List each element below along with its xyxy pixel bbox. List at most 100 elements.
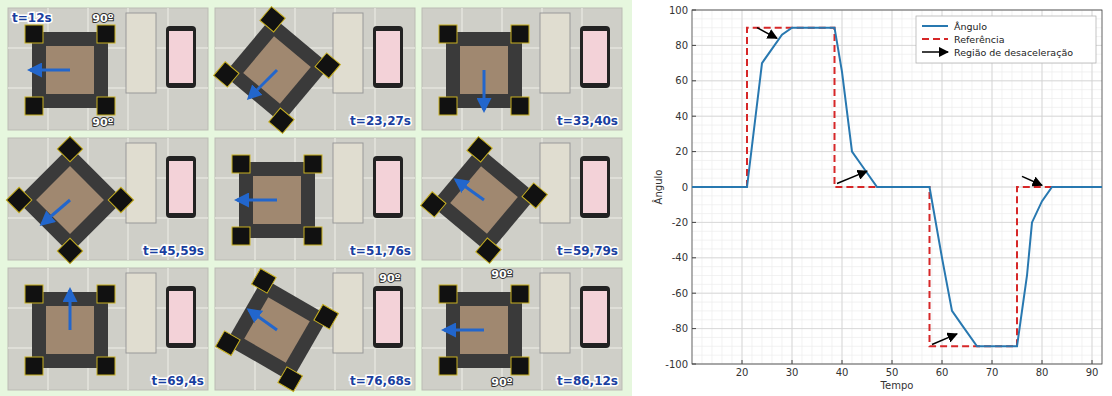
series-line	[692, 28, 1102, 347]
tick	[692, 116, 696, 117]
tick	[842, 360, 843, 364]
phone	[580, 26, 610, 88]
robot-board	[243, 36, 311, 104]
plot-frame	[692, 10, 1102, 364]
robot-wheel	[214, 62, 239, 87]
robot-wheel	[25, 357, 43, 375]
time-label: t=59,79s	[557, 244, 618, 258]
robot	[25, 285, 115, 375]
tick-label: -20	[672, 217, 688, 228]
photo-floor	[422, 8, 622, 130]
photo-floor	[8, 8, 208, 130]
minor-grid	[692, 116, 1102, 117]
phone-screen	[376, 31, 400, 83]
data-area	[692, 28, 1102, 347]
robot-wheel	[511, 285, 529, 303]
photo-floor	[8, 138, 208, 260]
photo-floor	[422, 138, 622, 260]
robot-board	[36, 166, 104, 234]
device	[126, 273, 156, 353]
y-axis-label: Ângulo	[652, 170, 664, 205]
robot-wheel	[97, 357, 115, 375]
tick-label: 30	[786, 367, 799, 378]
minor-grid	[692, 275, 1102, 276]
direction-arrow	[249, 310, 277, 330]
angle-note: 90º	[379, 272, 401, 285]
robot-wheel	[57, 136, 82, 161]
photo-floor	[215, 268, 415, 390]
phone	[166, 286, 196, 348]
phone-screen	[169, 161, 193, 213]
angle-note: 90º	[491, 268, 513, 281]
minor-grid	[692, 248, 1102, 249]
minor-grid	[692, 71, 1102, 72]
robot-board	[450, 166, 518, 234]
robot-wheel	[232, 155, 250, 173]
figure: t=12s90º90ºt=23,27st=33,40st=45,59st=51,…	[0, 0, 1112, 396]
robot-frame	[430, 146, 537, 253]
plot-background	[692, 10, 1102, 364]
device	[540, 143, 570, 223]
tick	[1042, 360, 1043, 364]
time-label: t=86,12s	[557, 374, 618, 388]
robot-wheel	[97, 285, 115, 303]
robot	[421, 137, 548, 264]
minor-grid	[692, 80, 1102, 81]
photo-panel: t=51,76s	[215, 138, 415, 260]
minor-grid	[692, 142, 1102, 143]
tick	[692, 328, 696, 329]
tick	[692, 80, 696, 81]
tick	[692, 10, 696, 11]
photo-panel: t=33,40s	[422, 8, 622, 130]
tick-label: 60	[936, 367, 949, 378]
device	[126, 13, 156, 93]
grid-line	[692, 80, 1102, 81]
time-label: t=76,68s	[350, 374, 411, 388]
minor-grid	[692, 160, 1102, 161]
robot-wheel	[25, 97, 43, 115]
tick-label: 40	[836, 367, 849, 378]
robot-wheel	[476, 238, 501, 263]
tick-label: 50	[886, 367, 899, 378]
tick-label: 90	[1086, 367, 1099, 378]
tick	[692, 45, 696, 46]
phone	[580, 286, 610, 348]
tick	[992, 360, 993, 364]
grid-line	[692, 293, 1102, 294]
direction-arrow	[444, 329, 484, 332]
legend-swatch	[922, 25, 948, 27]
tick	[1092, 360, 1093, 364]
grid-line	[692, 116, 1102, 117]
legend-label: Região de desaceleração	[954, 47, 1073, 58]
robot-wheel	[252, 269, 277, 294]
robot-wheel	[6, 187, 31, 212]
angle-note: 90º	[491, 376, 513, 389]
robot-wheel	[304, 227, 322, 245]
minor-grid	[692, 319, 1102, 320]
phone-screen	[376, 291, 400, 343]
minor-grid	[692, 151, 1102, 152]
phone	[166, 26, 196, 88]
minor-grid	[692, 337, 1102, 338]
phone-screen	[169, 291, 193, 343]
tick-label: 20	[736, 367, 749, 378]
time-label: t=51,76s	[350, 244, 411, 258]
photo-floor	[422, 268, 622, 390]
photo-panel: t=76,68s 90º	[215, 268, 415, 391]
photo-panel: t=86,12s 90º 90º	[422, 268, 622, 390]
phone-screen	[583, 291, 607, 343]
tick	[742, 360, 743, 364]
tick-label: -60	[672, 288, 688, 299]
robot-wheel	[97, 25, 115, 43]
photo-panel: t=45,59s	[6, 136, 208, 263]
robot-wheel	[467, 137, 492, 162]
robot-wheel	[314, 305, 339, 330]
minor-grid	[692, 98, 1102, 99]
minor-grid	[692, 310, 1102, 311]
direction-arrow	[30, 69, 70, 72]
photo-panel: t=59,79s	[421, 137, 622, 264]
minor-grid	[692, 284, 1102, 285]
robot	[216, 269, 339, 392]
tick	[692, 222, 696, 223]
robot	[232, 155, 322, 245]
